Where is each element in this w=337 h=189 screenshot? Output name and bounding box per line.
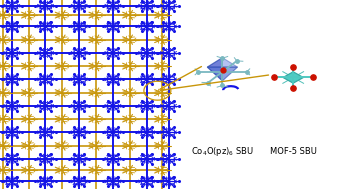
Polygon shape xyxy=(207,67,238,81)
Polygon shape xyxy=(207,58,222,81)
Polygon shape xyxy=(207,58,238,67)
Polygon shape xyxy=(283,72,303,83)
Text: Co$_4$O(pz)$_6$ SBU: Co$_4$O(pz)$_6$ SBU xyxy=(191,145,254,158)
Text: MOF-5 SBU: MOF-5 SBU xyxy=(270,147,317,156)
